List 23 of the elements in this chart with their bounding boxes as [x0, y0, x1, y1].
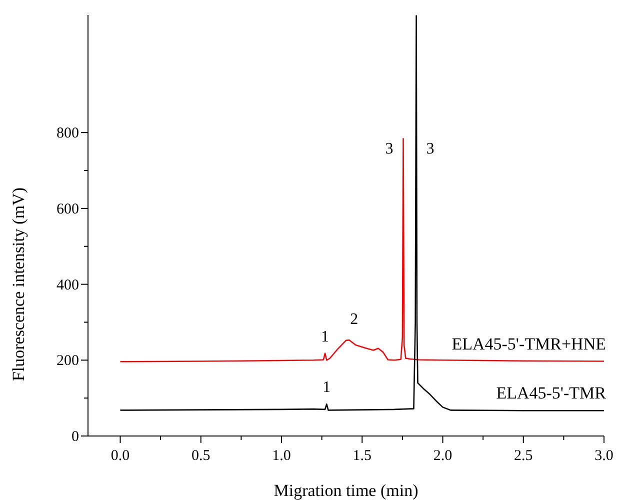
annotation: 1: [321, 328, 330, 346]
annotation: 3: [385, 140, 394, 158]
annotation: 3: [426, 140, 434, 158]
y-tick-label: 400: [56, 277, 79, 294]
x-tick-label: 1.5: [352, 448, 372, 464]
x-tick-label: 2.0: [433, 448, 452, 464]
line-series: [120, 15, 605, 412]
series-label: ELA45-5'-TMR: [496, 384, 607, 403]
line-series: [120, 138, 605, 362]
x-tick-label: 0.5: [192, 448, 210, 464]
y-axis-title: Fluorescence intensity (mV): [9, 188, 28, 382]
series-label: ELA45-5'-TMR+HNE: [452, 334, 606, 354]
x-axis-title: Migration time (min): [274, 481, 418, 500]
annotation: 2: [350, 311, 358, 328]
x-tick-label: 0.0: [110, 448, 130, 464]
x-tick-label: 1.0: [272, 448, 291, 464]
y-tick-label: 200: [56, 353, 79, 370]
y-tick-label: 800: [56, 126, 79, 142]
x-tick-label: 2.5: [514, 448, 533, 464]
y-tick-label: 0: [72, 429, 79, 445]
x-tick-label: 3.0: [594, 448, 614, 464]
annotation: 1: [322, 379, 331, 396]
y-tick-label: 600: [56, 201, 79, 218]
